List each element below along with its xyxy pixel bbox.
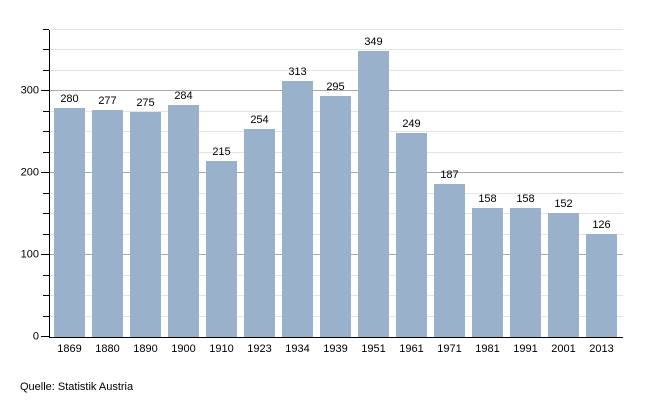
x-axis-label-2013: 2013 bbox=[589, 343, 614, 355]
bar-1880 bbox=[92, 110, 123, 337]
bar-1961 bbox=[396, 133, 427, 337]
bar-1900 bbox=[168, 104, 199, 337]
bar-1934 bbox=[282, 80, 313, 337]
x-axis-label-1910: 1910 bbox=[209, 343, 234, 355]
x-axis-label-1890: 1890 bbox=[133, 343, 158, 355]
y-tick-325 bbox=[42, 69, 49, 71]
x-axis-label-1939: 1939 bbox=[323, 343, 348, 355]
bar-2013 bbox=[586, 233, 617, 337]
x-axis-label-2001: 2001 bbox=[551, 343, 576, 355]
bar-1991 bbox=[510, 207, 541, 337]
y-tick-275 bbox=[42, 110, 49, 112]
y-tick-350 bbox=[42, 49, 49, 51]
bar-1923 bbox=[244, 129, 275, 337]
y-axis-label-0: 0 bbox=[32, 330, 39, 343]
value-label-1923: 254 bbox=[250, 114, 269, 127]
value-label-1880: 277 bbox=[98, 95, 117, 108]
value-label-1869: 280 bbox=[60, 92, 79, 105]
y-tick-375 bbox=[42, 29, 49, 30]
bar-1890 bbox=[130, 111, 161, 337]
bar-1951 bbox=[358, 51, 389, 337]
x-axis-label-1981: 1981 bbox=[475, 343, 500, 355]
value-label-1951: 349 bbox=[364, 36, 383, 49]
value-label-1961: 249 bbox=[402, 118, 421, 131]
y-tick-150 bbox=[42, 213, 49, 215]
x-axis-label-1961: 1961 bbox=[399, 343, 424, 355]
value-label-1991: 158 bbox=[516, 192, 535, 205]
value-label-1934: 313 bbox=[288, 65, 307, 78]
bar-1981 bbox=[472, 207, 503, 337]
bar-1939 bbox=[320, 95, 351, 337]
y-tick-225 bbox=[42, 151, 49, 153]
value-label-1890: 275 bbox=[136, 96, 155, 109]
y-tick-300 bbox=[40, 90, 49, 92]
value-label-2013: 126 bbox=[592, 218, 611, 231]
y-tick-0 bbox=[40, 336, 49, 337]
x-axis-label-1971: 1971 bbox=[437, 343, 462, 355]
bar-1910 bbox=[206, 161, 237, 337]
y-axis-label-100: 100 bbox=[20, 248, 39, 261]
y-tick-100 bbox=[40, 254, 49, 256]
value-label-1900: 284 bbox=[174, 89, 193, 102]
y-axis-label-200: 200 bbox=[20, 166, 39, 179]
y-tick-50 bbox=[42, 295, 49, 297]
y-tick-125 bbox=[42, 233, 49, 235]
value-label-1981: 158 bbox=[478, 192, 497, 205]
x-axis-label-1934: 1934 bbox=[285, 343, 310, 355]
gridline-325 bbox=[50, 69, 623, 71]
x-axis-label-1951: 1951 bbox=[361, 343, 386, 355]
plot-area: 0 100 200 300 280 1869 277 1880 275 1890 284 1900 21… bbox=[21, 29, 623, 355]
gridline-375 bbox=[50, 29, 623, 30]
x-axis-label-1991: 1991 bbox=[513, 343, 538, 355]
value-label-2001: 152 bbox=[554, 197, 573, 210]
value-label-1939: 295 bbox=[326, 80, 345, 93]
y-axis-label-300: 300 bbox=[20, 84, 39, 97]
y-tick-250 bbox=[42, 131, 49, 133]
x-axis-label-1923: 1923 bbox=[247, 343, 272, 355]
bar-2001 bbox=[548, 212, 579, 337]
x-axis-label-1869: 1869 bbox=[57, 343, 82, 355]
bar-1869 bbox=[54, 107, 85, 337]
value-label-1910: 215 bbox=[212, 146, 231, 158]
bar-1971 bbox=[434, 183, 465, 337]
gridline-350 bbox=[50, 49, 623, 51]
y-tick-25 bbox=[42, 315, 49, 317]
y-tick-175 bbox=[42, 192, 49, 194]
x-axis-label-1900: 1900 bbox=[171, 343, 196, 355]
source-label: Quelle: Statistik Austria bbox=[20, 381, 134, 393]
x-axis-label-1880: 1880 bbox=[95, 343, 120, 355]
y-tick-75 bbox=[42, 274, 49, 276]
value-label-1971: 187 bbox=[440, 168, 459, 181]
gridline-300 bbox=[50, 90, 623, 92]
y-tick-200 bbox=[40, 172, 49, 174]
